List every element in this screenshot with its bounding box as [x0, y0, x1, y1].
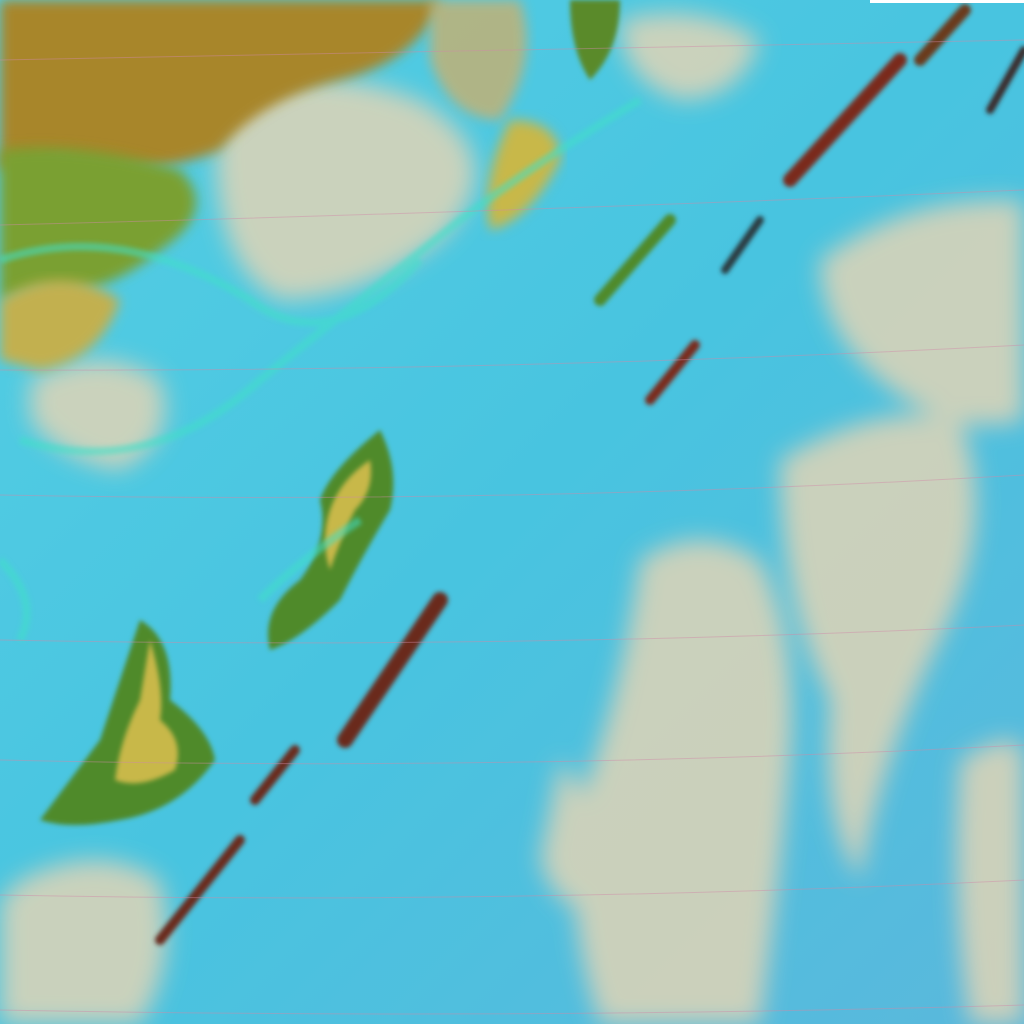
mainland	[0, 0, 620, 370]
graticule-lines	[0, 39, 1024, 1015]
clouds	[0, 13, 1024, 1024]
island-chains	[155, 4, 1024, 945]
image-edge-strip	[870, 0, 1024, 3]
island-southwest	[40, 620, 215, 825]
cloud-edges	[0, 96, 643, 642]
